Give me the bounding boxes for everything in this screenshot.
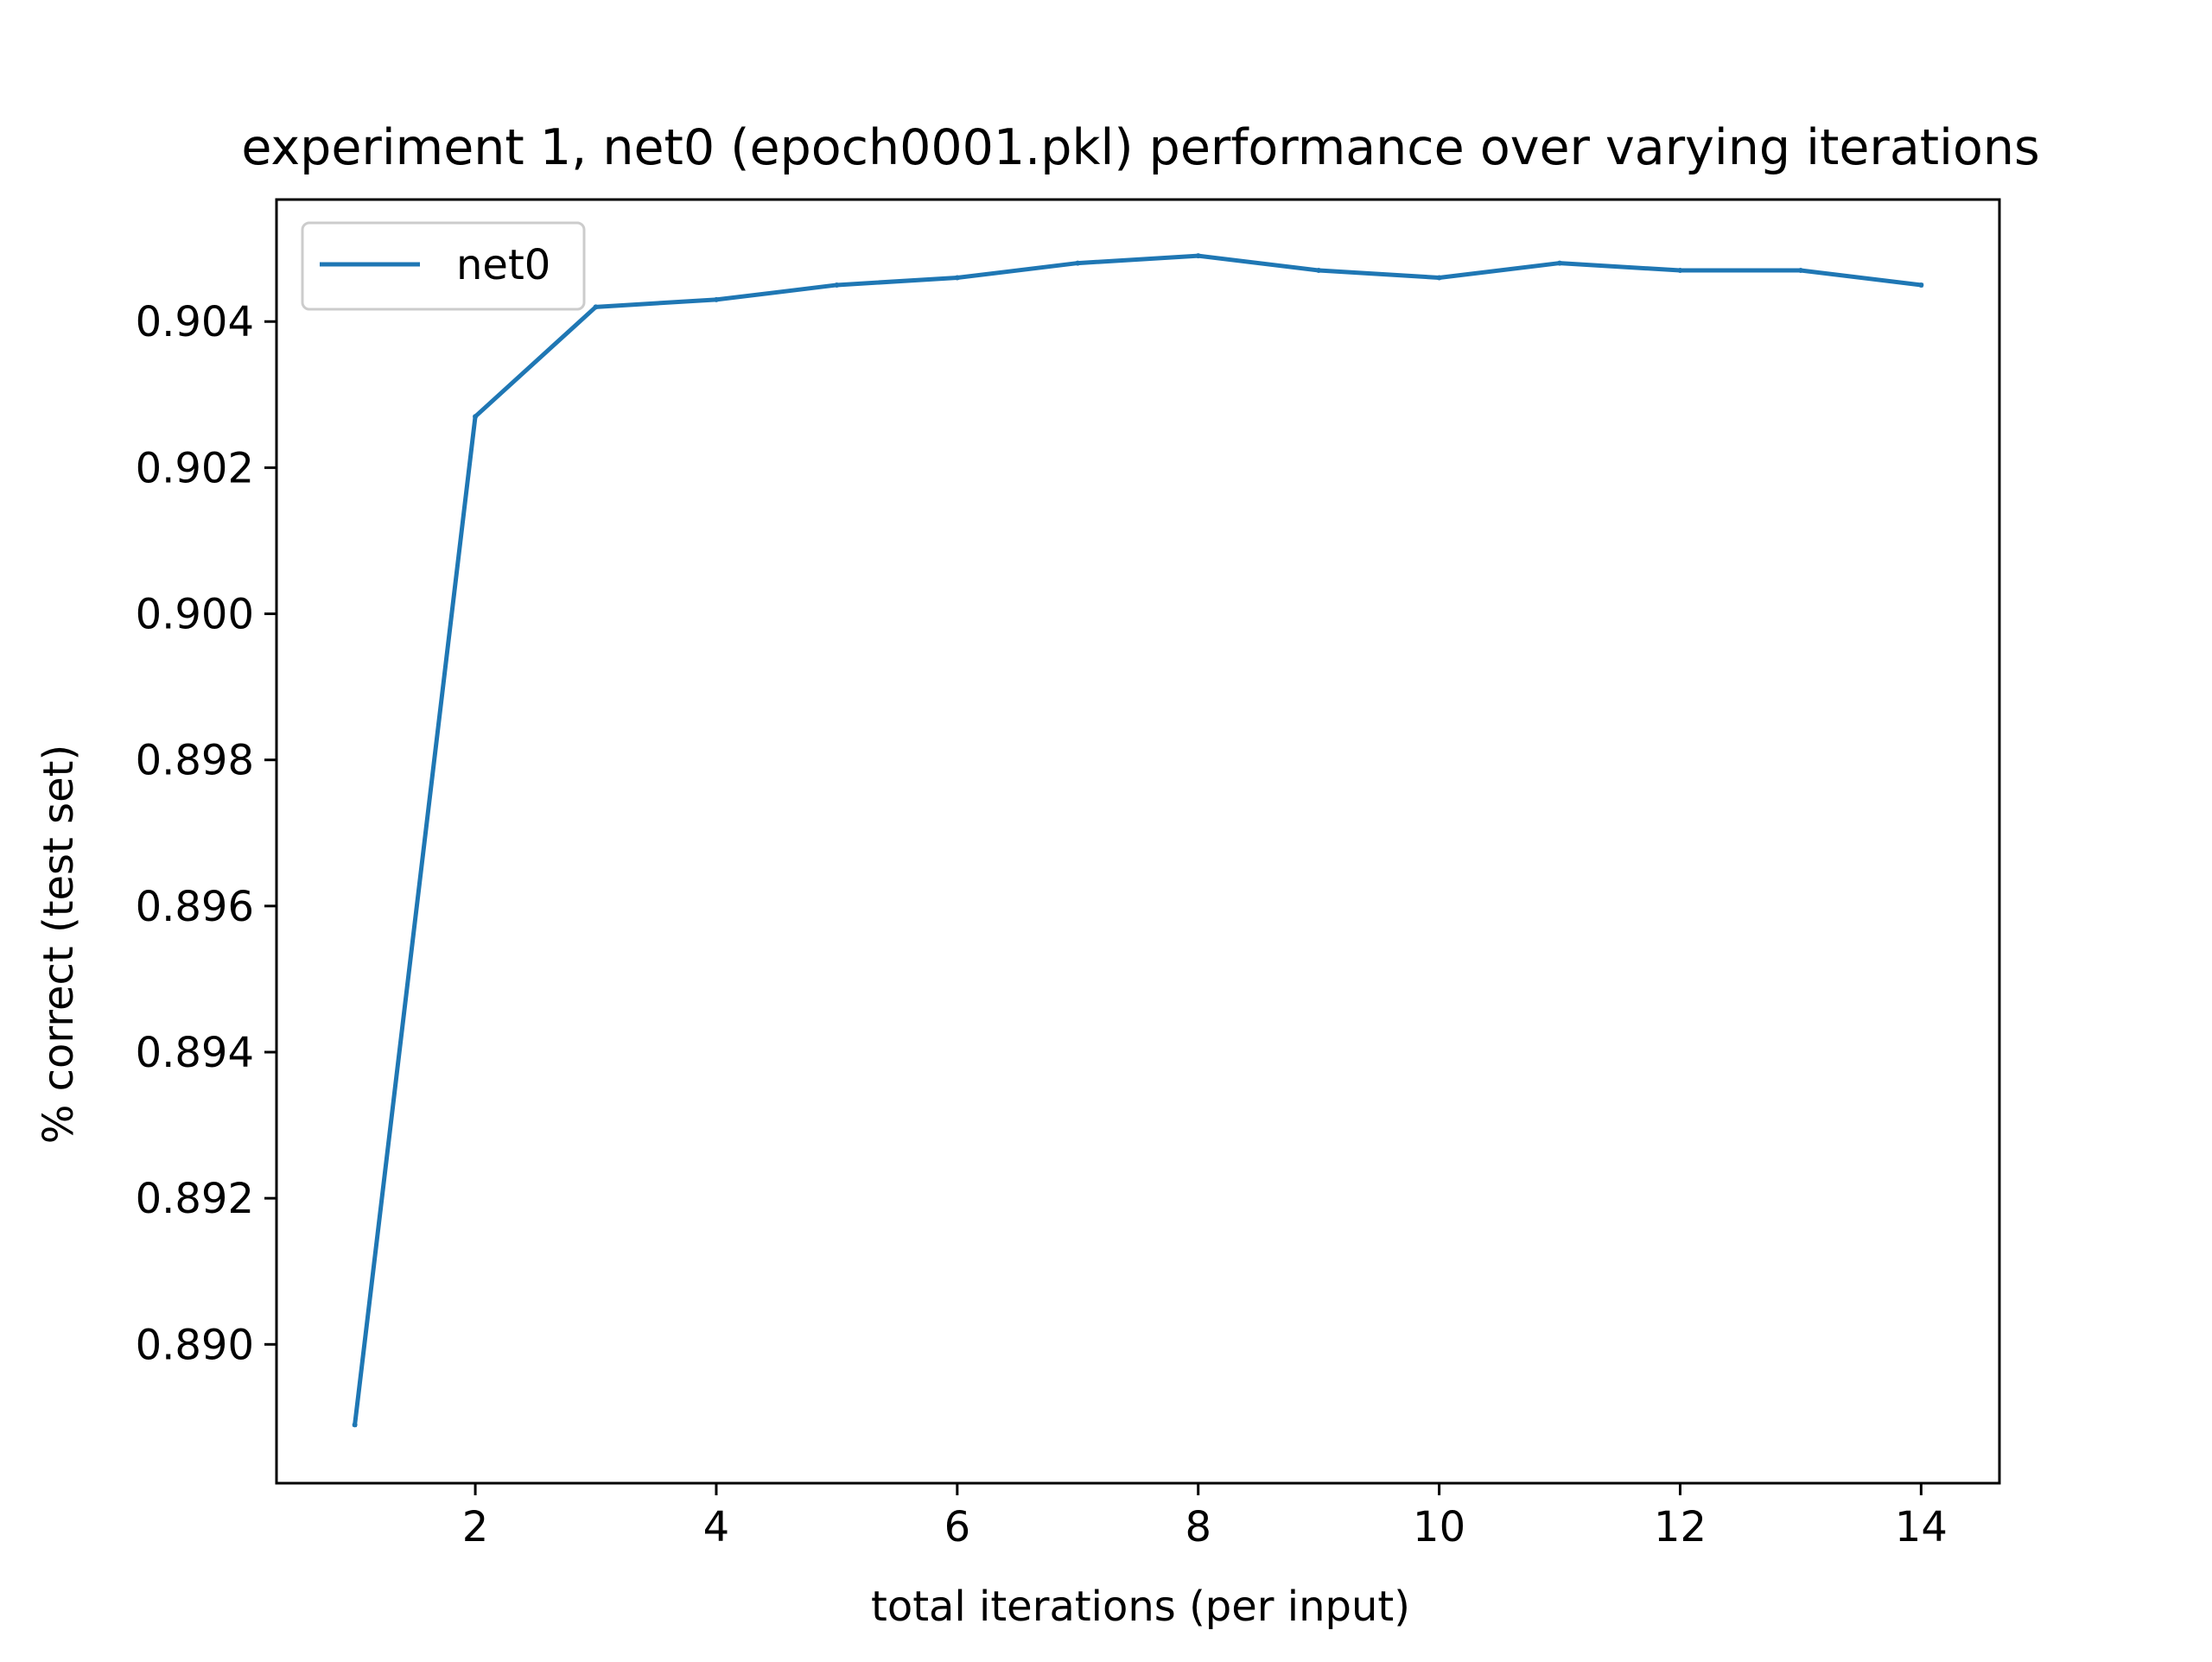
y-tick-label: 0.900 <box>136 591 254 639</box>
y-tick-label: 0.898 <box>136 737 254 785</box>
data-point <box>1557 260 1563 266</box>
y-tick-label: 0.896 <box>136 883 254 931</box>
data-point <box>1436 275 1442 281</box>
x-axis: 2 4 6 8 10 12 14 <box>462 1483 1948 1551</box>
data-point <box>1195 253 1201 259</box>
y-tick-label: 0.902 <box>136 444 254 492</box>
x-tick-label: 12 <box>1654 1503 1707 1551</box>
x-axis-label: total iterations (per input) <box>871 1583 1410 1631</box>
axes-frame <box>275 198 2001 1485</box>
y-tick-label: 0.894 <box>136 1029 254 1077</box>
chart-title: experiment 1, net0 (epoch0001.pkl) perfo… <box>241 119 2039 176</box>
data-point <box>954 275 960 281</box>
legend-entry-net0: net0 <box>456 241 550 289</box>
series-layer <box>352 253 1924 1428</box>
y-tick-label: 0.892 <box>136 1175 254 1223</box>
x-tick-label: 14 <box>1895 1503 1948 1551</box>
x-tick-label: 2 <box>462 1503 489 1551</box>
series-line-net0 <box>352 253 1924 1428</box>
data-point <box>1797 268 1803 274</box>
legend-frame <box>301 221 586 311</box>
data-point <box>352 1422 358 1428</box>
x-tick-label: 8 <box>1185 1503 1211 1551</box>
data-point <box>1316 268 1322 274</box>
legend: net0 <box>301 221 586 311</box>
data-point <box>834 282 840 288</box>
data-point <box>1075 260 1081 266</box>
y-axis: 0.890 0.892 0.894 0.896 0.898 0.900 0.902 0.904 <box>136 298 276 1369</box>
data-point <box>473 414 479 420</box>
data-point <box>713 296 719 302</box>
y-axis-label: % correct (test set) <box>35 745 83 1144</box>
data-point <box>1918 282 1924 288</box>
x-tick-label: 4 <box>703 1503 730 1551</box>
y-tick-label: 0.904 <box>136 298 254 346</box>
y-tick-label: 0.890 <box>136 1321 254 1369</box>
x-tick-label: 6 <box>944 1503 971 1551</box>
data-point <box>1677 268 1683 274</box>
data-point <box>593 304 599 310</box>
plot-area <box>275 198 2001 1485</box>
x-tick-label: 10 <box>1413 1503 1465 1551</box>
